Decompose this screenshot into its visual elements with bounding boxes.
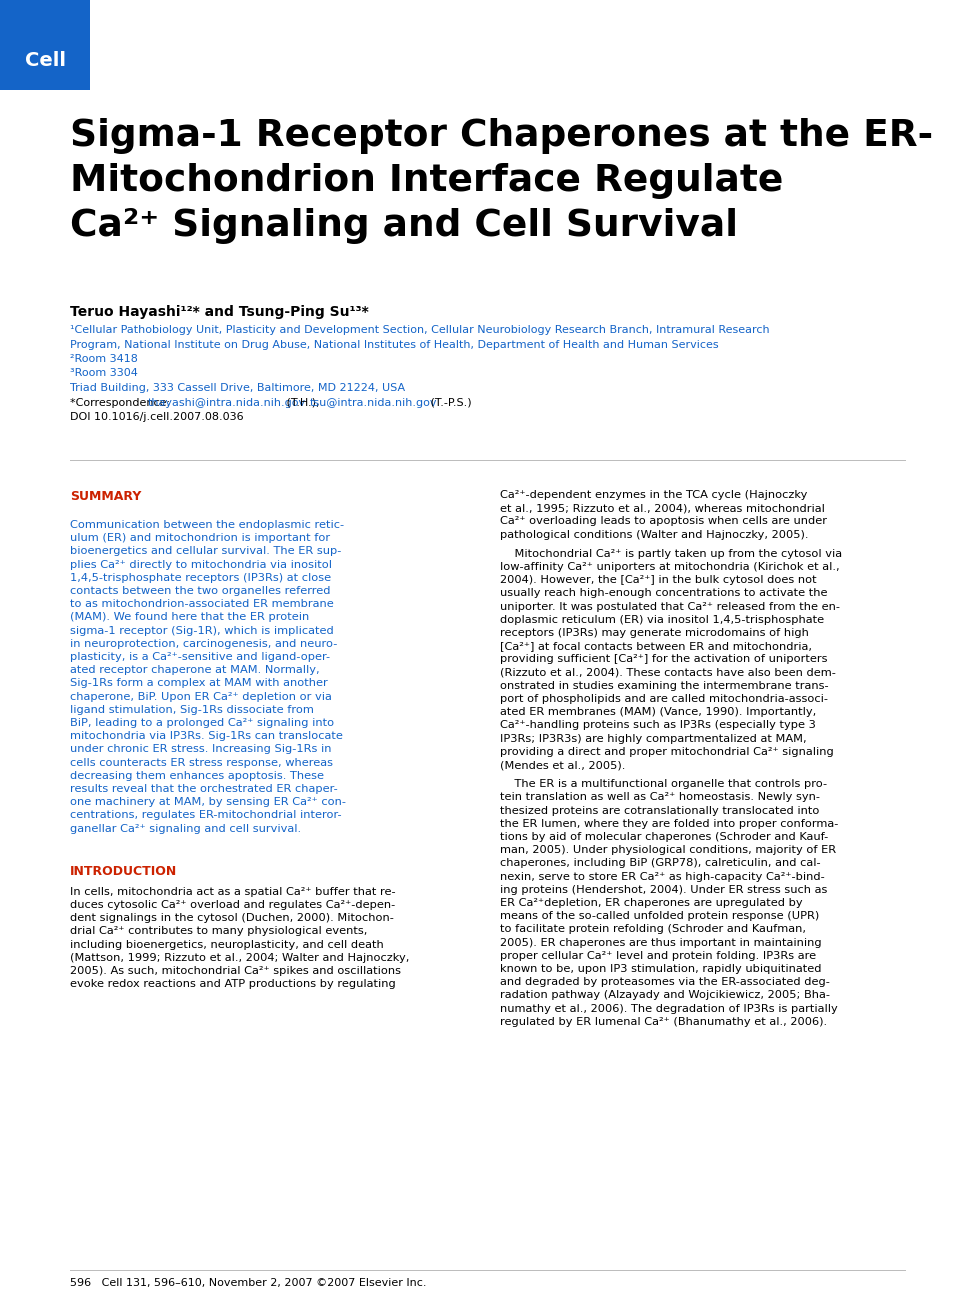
Text: Mitochondrion Interface Regulate: Mitochondrion Interface Regulate	[70, 163, 783, 198]
Text: port of phospholipids and are called mitochondria-associ-: port of phospholipids and are called mit…	[500, 694, 828, 703]
Text: 2005). As such, mitochondrial Ca²⁺ spikes and oscillations: 2005). As such, mitochondrial Ca²⁺ spike…	[70, 966, 401, 976]
Text: numathy et al., 2006). The degradation of IP3Rs is partially: numathy et al., 2006). The degradation o…	[500, 1004, 838, 1014]
Text: contacts between the two organelles referred: contacts between the two organelles refe…	[70, 586, 331, 596]
Text: Communication between the endoplasmic retic-: Communication between the endoplasmic re…	[70, 519, 344, 530]
Text: proper cellular Ca²⁺ level and protein folding. IP3Rs are: proper cellular Ca²⁺ level and protein f…	[500, 951, 816, 960]
Text: doplasmic reticulum (ER) via inositol 1,4,5-trisphosphate: doplasmic reticulum (ER) via inositol 1,…	[500, 615, 824, 625]
Text: decreasing them enhances apoptosis. These: decreasing them enhances apoptosis. Thes…	[70, 771, 324, 780]
Text: Sigma-1 Receptor Chaperones at the ER-: Sigma-1 Receptor Chaperones at the ER-	[70, 117, 933, 154]
Bar	[0, 0, 90, 90]
Text: usually reach high-enough concentrations to activate the: usually reach high-enough concentrations…	[500, 589, 828, 599]
Text: Ca²⁺ Signaling and Cell Survival: Ca²⁺ Signaling and Cell Survival	[70, 207, 738, 244]
Text: man, 2005). Under physiological conditions, majority of ER: man, 2005). Under physiological conditio…	[500, 846, 837, 855]
Text: receptors (IP3Rs) may generate microdomains of high: receptors (IP3Rs) may generate microdoma…	[500, 628, 809, 638]
Text: centrations, regulates ER-mitochondrial interor-: centrations, regulates ER-mitochondrial …	[70, 810, 341, 821]
Text: cells counteracts ER stress response, whereas: cells counteracts ER stress response, wh…	[70, 758, 333, 767]
Text: In cells, mitochondria act as a spatial Ca²⁺ buffer that re-: In cells, mitochondria act as a spatial …	[70, 887, 396, 897]
Text: tions by aid of molecular chaperones (Schroder and Kauf-: tions by aid of molecular chaperones (Sc…	[500, 833, 828, 842]
Text: Teruo Hayashi¹²* and Tsung-Ping Su¹³*: Teruo Hayashi¹²* and Tsung-Ping Su¹³*	[70, 305, 369, 318]
Text: Ca²⁺ overloading leads to apoptosis when cells are under: Ca²⁺ overloading leads to apoptosis when…	[500, 517, 827, 526]
Text: bioenergetics and cellular survival. The ER sup-: bioenergetics and cellular survival. The…	[70, 547, 341, 556]
Text: mitochondria via IP3Rs. Sig-1Rs can translocate: mitochondria via IP3Rs. Sig-1Rs can tran…	[70, 731, 343, 741]
Text: Ca²⁺-handling proteins such as IP3Rs (especially type 3: Ca²⁺-handling proteins such as IP3Rs (es…	[500, 720, 816, 731]
Text: plies Ca²⁺ directly to mitochondria via inositol: plies Ca²⁺ directly to mitochondria via …	[70, 560, 332, 569]
Text: [Ca²⁺] at focal contacts between ER and mitochondria,: [Ca²⁺] at focal contacts between ER and …	[500, 641, 812, 651]
Text: under chronic ER stress. Increasing Sig-1Rs in: under chronic ER stress. Increasing Sig-…	[70, 744, 332, 754]
Text: drial Ca²⁺ contributes to many physiological events,: drial Ca²⁺ contributes to many physiolog…	[70, 927, 368, 937]
Text: ligand stimulation, Sig-1Rs dissociate from: ligand stimulation, Sig-1Rs dissociate f…	[70, 705, 314, 715]
Text: et al., 1995; Rizzuto et al., 2004), whereas mitochondrial: et al., 1995; Rizzuto et al., 2004), whe…	[500, 504, 825, 513]
Text: ganellar Ca²⁺ signaling and cell survival.: ganellar Ca²⁺ signaling and cell surviva…	[70, 823, 301, 834]
Text: INTRODUCTION: INTRODUCTION	[70, 865, 177, 878]
Text: IP3Rs; IP3R3s) are highly compartmentalized at MAM,: IP3Rs; IP3R3s) are highly compartmentali…	[500, 733, 806, 744]
Text: (T.-P.S.): (T.-P.S.)	[427, 398, 472, 407]
Text: pathological conditions (Walter and Hajnoczky, 2005).: pathological conditions (Walter and Hajn…	[500, 530, 808, 539]
Text: ¹Cellular Pathobiology Unit, Plasticity and Development Section, Cellular Neurob: ¹Cellular Pathobiology Unit, Plasticity …	[70, 325, 769, 335]
Text: duces cytosolic Ca²⁺ overload and regulates Ca²⁺-depen-: duces cytosolic Ca²⁺ overload and regula…	[70, 900, 395, 910]
Text: dent signalings in the cytosol (Duchen, 2000). Mitochon-: dent signalings in the cytosol (Duchen, …	[70, 913, 394, 923]
Text: (T.H.),: (T.H.),	[283, 398, 323, 407]
Text: 2004). However, the [Ca²⁺] in the bulk cytosol does not: 2004). However, the [Ca²⁺] in the bulk c…	[500, 576, 817, 585]
Text: results reveal that the orchestrated ER chaper-: results reveal that the orchestrated ER …	[70, 784, 337, 793]
Text: BiP, leading to a prolonged Ca²⁺ signaling into: BiP, leading to a prolonged Ca²⁺ signali…	[70, 718, 334, 728]
Text: uniporter. It was postulated that Ca²⁺ released from the en-: uniporter. It was postulated that Ca²⁺ r…	[500, 602, 840, 612]
Text: thesized proteins are cotranslationally translocated into: thesized proteins are cotranslationally …	[500, 805, 819, 816]
Text: ated receptor chaperone at MAM. Normally,: ated receptor chaperone at MAM. Normally…	[70, 666, 320, 675]
Text: chaperones, including BiP (GRP78), calreticulin, and cal-: chaperones, including BiP (GRP78), calre…	[500, 859, 821, 868]
Text: providing sufficient [Ca²⁺] for the activation of uniporters: providing sufficient [Ca²⁺] for the acti…	[500, 654, 828, 664]
Text: Mitochondrial Ca²⁺ is partly taken up from the cytosol via: Mitochondrial Ca²⁺ is partly taken up fr…	[500, 549, 842, 559]
Text: (Mattson, 1999; Rizzuto et al., 2004; Walter and Hajnoczky,: (Mattson, 1999; Rizzuto et al., 2004; Wa…	[70, 953, 409, 963]
Text: Ca²⁺-dependent enzymes in the TCA cycle (Hajnoczky: Ca²⁺-dependent enzymes in the TCA cycle …	[500, 489, 807, 500]
Text: providing a direct and proper mitochondrial Ca²⁺ signaling: providing a direct and proper mitochondr…	[500, 746, 834, 757]
Text: 1,4,5-trisphosphate receptors (IP3Rs) at close: 1,4,5-trisphosphate receptors (IP3Rs) at…	[70, 573, 332, 583]
Text: and degraded by proteasomes via the ER-associated deg-: and degraded by proteasomes via the ER-a…	[500, 977, 830, 987]
Text: one machinery at MAM, by sensing ER Ca²⁺ con-: one machinery at MAM, by sensing ER Ca²⁺…	[70, 797, 346, 808]
Text: *Correspondence:: *Correspondence:	[70, 398, 174, 407]
Text: in neuroprotection, carcinogenesis, and neuro-: in neuroprotection, carcinogenesis, and …	[70, 639, 337, 649]
Text: Triad Building, 333 Cassell Drive, Baltimore, MD 21224, USA: Triad Building, 333 Cassell Drive, Balti…	[70, 382, 406, 393]
Text: 596   Cell 131, 596–610, November 2, 2007 ©2007 Elsevier Inc.: 596 Cell 131, 596–610, November 2, 2007 …	[70, 1278, 426, 1288]
Text: chaperone, BiP. Upon ER Ca²⁺ depletion or via: chaperone, BiP. Upon ER Ca²⁺ depletion o…	[70, 692, 332, 702]
Text: ³Room 3304: ³Room 3304	[70, 368, 137, 378]
Text: evoke redox reactions and ATP productions by regulating: evoke redox reactions and ATP production…	[70, 979, 396, 989]
Text: tein translation as well as Ca²⁺ homeostasis. Newly syn-: tein translation as well as Ca²⁺ homeost…	[500, 792, 820, 803]
Text: thayashi@intra.nida.nih.gov: thayashi@intra.nida.nih.gov	[148, 398, 306, 407]
Text: Program, National Institute on Drug Abuse, National Institutes of Health, Depart: Program, National Institute on Drug Abus…	[70, 339, 719, 350]
Text: to as mitochondrion-associated ER membrane: to as mitochondrion-associated ER membra…	[70, 599, 333, 609]
Text: sigma-1 receptor (Sig-1R), which is implicated: sigma-1 receptor (Sig-1R), which is impl…	[70, 625, 333, 636]
Text: 2005). ER chaperones are thus important in maintaining: 2005). ER chaperones are thus important …	[500, 937, 822, 947]
Text: ated ER membranes (MAM) (Vance, 1990). Importantly,: ated ER membranes (MAM) (Vance, 1990). I…	[500, 707, 816, 718]
Text: Sig-1Rs form a complex at MAM with another: Sig-1Rs form a complex at MAM with anoth…	[70, 679, 328, 689]
Text: known to be, upon IP3 stimulation, rapidly ubiquitinated: known to be, upon IP3 stimulation, rapid…	[500, 964, 822, 974]
Text: regulated by ER lumenal Ca²⁺ (Bhanumathy et al., 2006).: regulated by ER lumenal Ca²⁺ (Bhanumathy…	[500, 1017, 827, 1027]
Text: ²Room 3418: ²Room 3418	[70, 354, 137, 364]
Text: to facilitate protein refolding (Schroder and Kaufman,: to facilitate protein refolding (Schrode…	[500, 924, 806, 934]
Text: plasticity, is a Ca²⁺-sensitive and ligand-oper-: plasticity, is a Ca²⁺-sensitive and liga…	[70, 652, 331, 662]
Text: radation pathway (Alzayady and Wojcikiewicz, 2005; Bha-: radation pathway (Alzayady and Wojcikiew…	[500, 990, 830, 1001]
Text: means of the so-called unfolded protein response (UPR): means of the so-called unfolded protein …	[500, 911, 819, 921]
Text: the ER lumen, where they are folded into proper conforma-: the ER lumen, where they are folded into…	[500, 818, 838, 829]
Text: ulum (ER) and mitochondrion is important for: ulum (ER) and mitochondrion is important…	[70, 534, 331, 543]
Text: nexin, serve to store ER Ca²⁺ as high-capacity Ca²⁺-bind-: nexin, serve to store ER Ca²⁺ as high-ca…	[500, 872, 825, 882]
Text: low-affinity Ca²⁺ uniporters at mitochondria (Kirichok et al.,: low-affinity Ca²⁺ uniporters at mitochon…	[500, 562, 839, 572]
Text: (Mendes et al., 2005).: (Mendes et al., 2005).	[500, 760, 625, 770]
Text: including bioenergetics, neuroplasticity, and cell death: including bioenergetics, neuroplasticity…	[70, 940, 384, 950]
Text: onstrated in studies examining the intermembrane trans-: onstrated in studies examining the inter…	[500, 681, 829, 690]
Text: (MAM). We found here that the ER protein: (MAM). We found here that the ER protein	[70, 612, 309, 622]
Text: ER Ca²⁺depletion, ER chaperones are upregulated by: ER Ca²⁺depletion, ER chaperones are upre…	[500, 898, 802, 908]
Text: tsu@intra.nida.nih.gov: tsu@intra.nida.nih.gov	[310, 398, 438, 407]
Text: (Rizzuto et al., 2004). These contacts have also been dem-: (Rizzuto et al., 2004). These contacts h…	[500, 668, 836, 677]
Text: The ER is a multifunctional organelle that controls pro-: The ER is a multifunctional organelle th…	[500, 779, 827, 790]
Text: DOI 10.1016/j.cell.2007.08.036: DOI 10.1016/j.cell.2007.08.036	[70, 412, 244, 422]
Text: SUMMARY: SUMMARY	[70, 489, 141, 502]
Text: Cell: Cell	[24, 51, 65, 69]
Text: ing proteins (Hendershot, 2004). Under ER stress such as: ing proteins (Hendershot, 2004). Under E…	[500, 885, 828, 895]
